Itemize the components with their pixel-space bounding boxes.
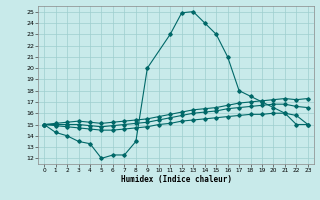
X-axis label: Humidex (Indice chaleur): Humidex (Indice chaleur)	[121, 175, 231, 184]
